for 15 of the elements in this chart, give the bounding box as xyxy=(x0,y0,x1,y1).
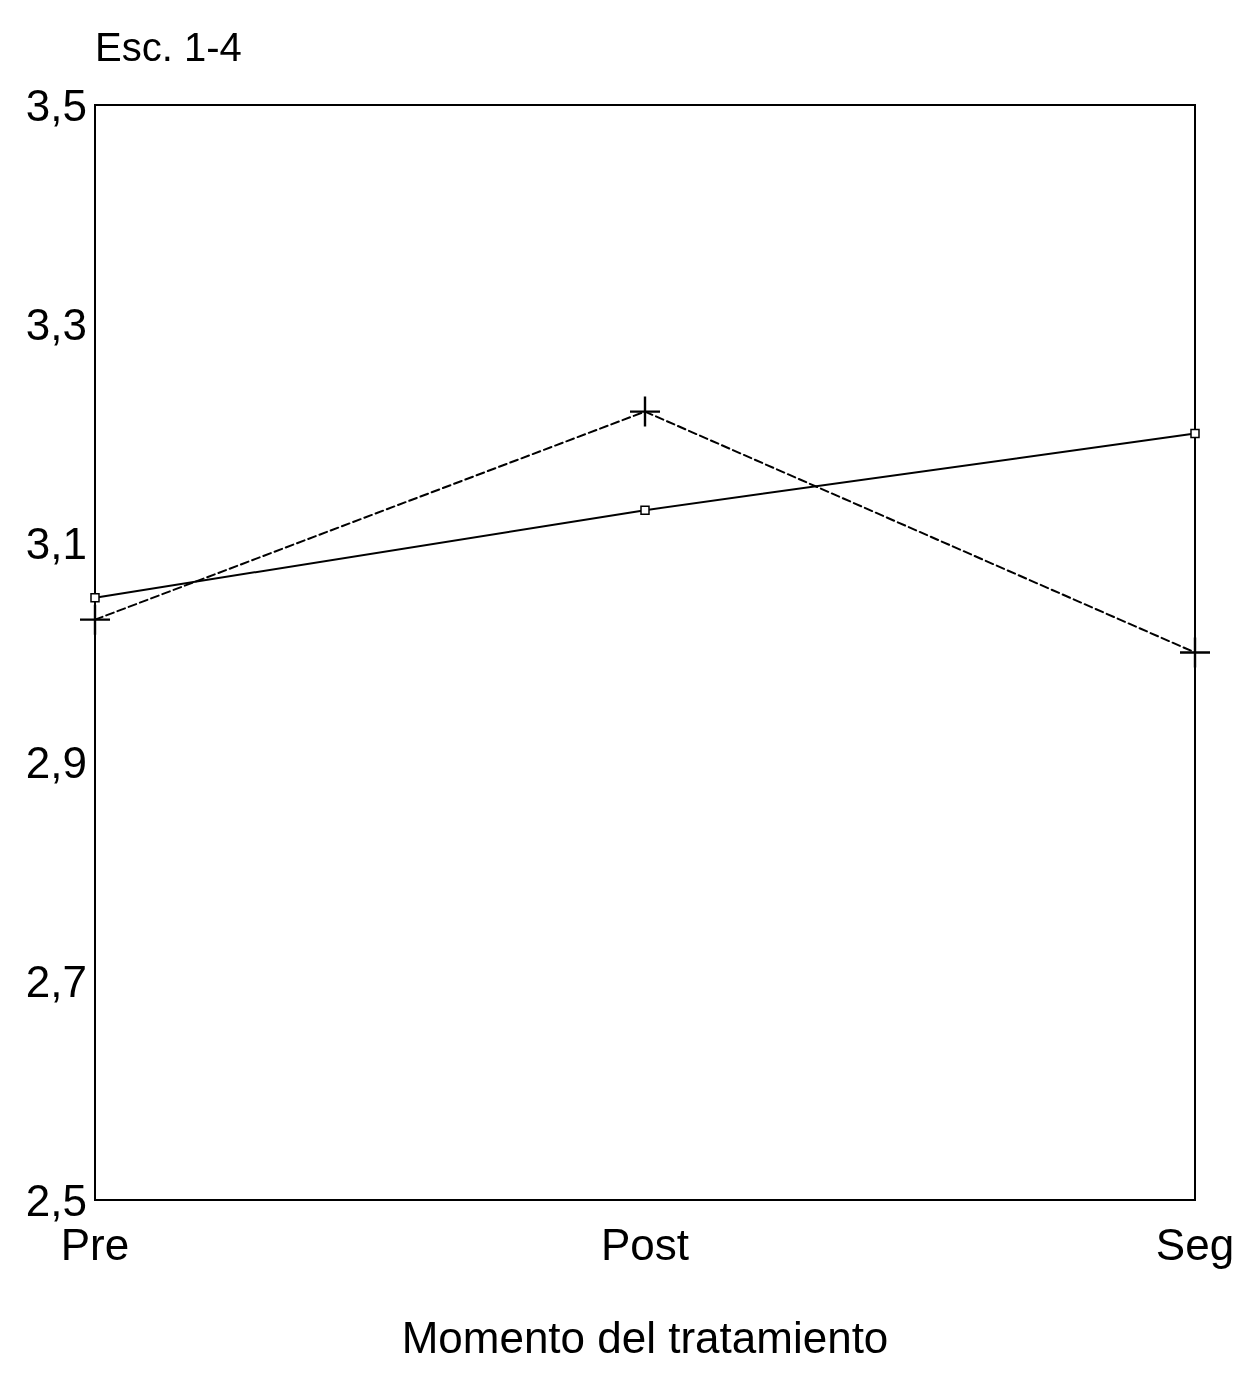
point xyxy=(1190,428,1200,439)
point xyxy=(1180,637,1210,668)
point xyxy=(80,604,110,635)
y-axis-title: Esc. 1-4 xyxy=(95,25,242,69)
x-tick-label: Post xyxy=(600,1219,690,1269)
y-tick-label: 2,9 xyxy=(25,737,87,787)
y-tick-label: 3,5 xyxy=(25,80,87,130)
point xyxy=(640,505,650,515)
y-tick-label: 3,1 xyxy=(25,518,87,568)
point xyxy=(630,396,660,427)
point xyxy=(90,593,100,603)
y-tick-label: 3,3 xyxy=(25,299,87,349)
x-axis-title: Momento del tratamiento xyxy=(401,1312,889,1362)
x-tick-label: Seg xyxy=(1155,1219,1235,1269)
y-tick-label: 2,7 xyxy=(25,956,87,1006)
